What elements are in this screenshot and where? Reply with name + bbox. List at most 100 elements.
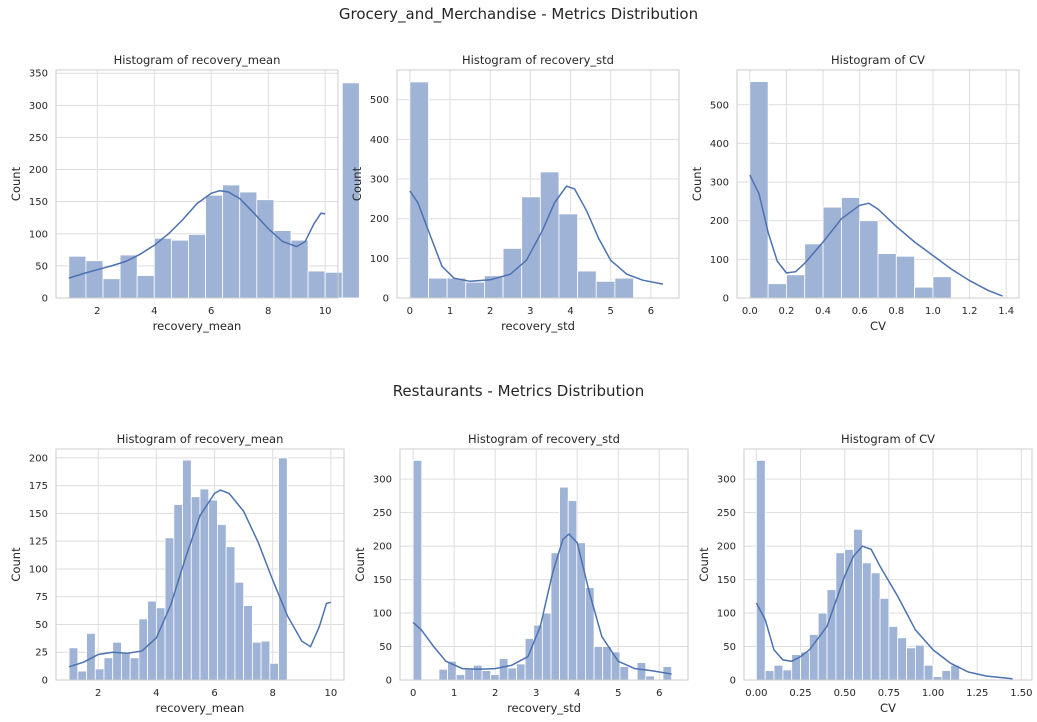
chart-1-xtick-label: 4 xyxy=(567,306,573,317)
chart-0-kde-line xyxy=(68,189,326,279)
chart-3-xtick-label: 10 xyxy=(325,688,338,699)
chart-5-bar-16 xyxy=(897,637,907,681)
chart-4-ytick-label: 100 xyxy=(373,609,392,620)
chart-1-xtick-label: 5 xyxy=(608,306,614,317)
chart-4-xlabel: recovery_std xyxy=(507,701,581,715)
chart-0-xtick-label: 8 xyxy=(265,306,271,317)
chart-5-xlabel: CV xyxy=(880,701,896,715)
chart-5-xtick-label: 0.25 xyxy=(789,688,811,699)
chart-5-bar-19 xyxy=(923,664,934,681)
chart-4-ylabel: Count xyxy=(353,547,367,582)
chart-5-ytick-label: 200 xyxy=(717,542,736,553)
chart-5-bar-14 xyxy=(879,597,890,681)
chart-5-xtick-label: 1.25 xyxy=(966,688,988,699)
chart-2-kde-line xyxy=(749,174,1003,297)
chart-5-bar-3 xyxy=(782,669,793,681)
chart-4-ytick-label: 300 xyxy=(373,475,392,486)
chart-4-ytick-label: 0 xyxy=(386,676,392,687)
chart-0-ytick-label: 250 xyxy=(29,133,48,144)
chart-5-ylabel: Count xyxy=(697,547,711,582)
chart-1-kde-line xyxy=(409,185,664,285)
chart-4-kde-line xyxy=(412,532,672,675)
chart-2-xtick-label: 0.4 xyxy=(815,306,831,317)
chart-5-xtick-label: 1.00 xyxy=(922,688,944,699)
chart-5-bar-0 xyxy=(755,459,766,681)
chart-5-bar-17 xyxy=(906,647,916,681)
chart-5-bar-9 xyxy=(835,552,846,681)
chart-1-title: Histogram of recovery_std xyxy=(462,53,614,67)
chart-5-bar-6 xyxy=(808,634,819,681)
suptitle-grocery: Grocery_and_Merchandise - Metrics Distri… xyxy=(338,5,699,23)
chart-5-bar-10 xyxy=(844,549,854,681)
chart-4-xtick-label: 5 xyxy=(615,688,621,699)
chart-1-xlabel: recovery_std xyxy=(501,319,575,333)
chart-2-xlabel: CV xyxy=(870,319,886,333)
chart-2-xtick-label: 0.0 xyxy=(742,306,758,317)
chart-0-xtick-label: 4 xyxy=(151,306,157,317)
chart-4-xtick-label: 3 xyxy=(533,688,539,699)
chart-3-ylabel: Count xyxy=(9,547,23,582)
chart-4-ytick-label: 200 xyxy=(373,542,392,553)
chart-4-xtick-label: 0 xyxy=(410,688,416,699)
chart-4-xtick-label: 6 xyxy=(656,688,662,699)
chart-1-ytick-label: 200 xyxy=(370,214,389,225)
chart-2-ytick-label: 0 xyxy=(723,294,729,305)
chart-2-xtick-label: 1.2 xyxy=(962,306,978,317)
chart-5-bar-20 xyxy=(932,676,943,681)
chart-0-frame xyxy=(55,69,339,299)
chart-4-ytick-label: 150 xyxy=(373,575,392,586)
chart-2-ytick-label: 500 xyxy=(710,100,729,111)
chart-0-bar-16 xyxy=(341,82,360,299)
chart-0-xtick-label: 6 xyxy=(208,306,214,317)
chart-2-ytick-label: 300 xyxy=(710,178,729,189)
chart-3-ytick-label: 50 xyxy=(35,620,48,631)
chart-3-ytick-label: 75 xyxy=(35,592,48,603)
chart-5-bar-12 xyxy=(861,562,872,681)
chart-1-ytick-label: 100 xyxy=(370,254,389,265)
chart-0-xlabel: recovery_mean xyxy=(153,319,242,333)
chart-3-title: Histogram of recovery_mean xyxy=(117,432,284,446)
chart-1-ylabel: Count xyxy=(350,166,364,201)
chart-0-ytick-label: 300 xyxy=(29,101,48,112)
chart-5-ytick-label: 0 xyxy=(730,676,736,687)
chart-5-bar-15 xyxy=(888,626,899,681)
chart-4-ytick-label: 250 xyxy=(373,508,392,519)
chart-0-title: Histogram of recovery_mean xyxy=(114,53,281,67)
chart-1-frame xyxy=(396,69,680,299)
chart-3-xtick-label: 8 xyxy=(270,688,276,699)
chart-5-xtick-label: 0.50 xyxy=(834,688,856,699)
chart-5-ytick-label: 150 xyxy=(717,575,736,586)
chart-5-ytick-label: 300 xyxy=(717,475,736,486)
chart-1-ytick-label: 0 xyxy=(383,294,389,305)
chart-1-xtick-label: 0 xyxy=(407,306,413,317)
chart-5-bar-21 xyxy=(941,670,952,681)
chart-5-ytick-label: 100 xyxy=(717,609,736,620)
chart-3-kde-line xyxy=(68,489,332,668)
chart-4-xtick-label: 2 xyxy=(492,688,498,699)
chart-4-frame xyxy=(399,448,689,681)
chart-4-xtick-label: 1 xyxy=(451,688,457,699)
chart-2-xtick-label: 1.4 xyxy=(998,306,1014,317)
chart-5-kde-line xyxy=(755,545,1013,680)
chart-0-xtick-label: 10 xyxy=(319,306,332,317)
chart-2-xtick-label: 1.0 xyxy=(925,306,941,317)
chart-5-xtick-label: 0.75 xyxy=(878,688,900,699)
chart-4-xtick-label: 4 xyxy=(574,688,580,699)
chart-2-xtick-label: 0.2 xyxy=(778,306,794,317)
chart-5-bar-13 xyxy=(870,572,881,681)
chart-5-bar-7 xyxy=(817,612,828,681)
chart-2-xtick-label: 0.6 xyxy=(852,306,868,317)
chart-0-ytick-label: 100 xyxy=(29,229,48,240)
chart-3-xtick-label: 6 xyxy=(211,688,217,699)
chart-1-xtick-label: 2 xyxy=(487,306,493,317)
chart-2-ylabel: Count xyxy=(690,166,704,201)
chart-2-xtick-label: 0.8 xyxy=(888,306,904,317)
chart-3-ytick-label: 175 xyxy=(29,481,48,492)
chart-3-xlabel: recovery_mean xyxy=(156,701,245,715)
chart-3-ytick-label: 25 xyxy=(35,648,48,659)
chart-3-ytick-label: 125 xyxy=(29,537,48,548)
